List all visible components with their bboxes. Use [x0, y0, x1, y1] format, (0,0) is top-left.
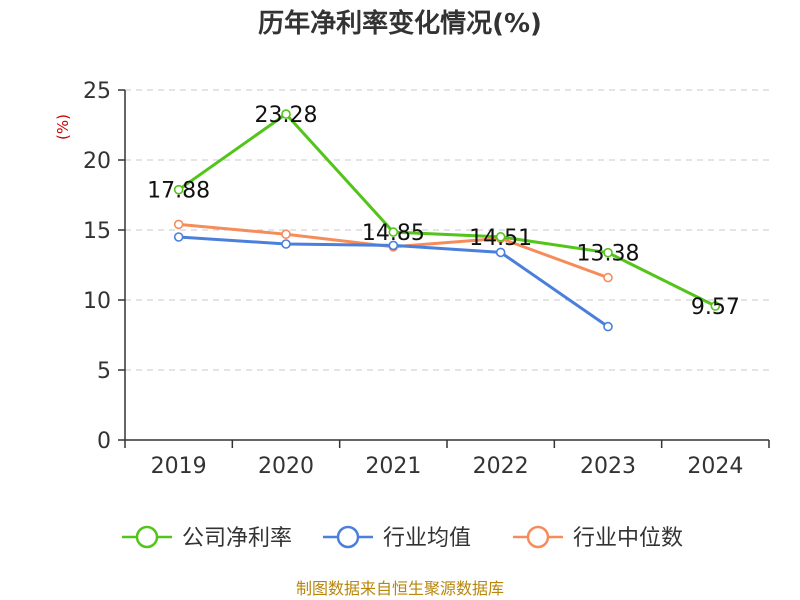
y-tick-label: 25	[83, 79, 111, 104]
data-label: 14.51	[469, 226, 532, 251]
x-tick-label: 2021	[365, 454, 421, 479]
x-tick-label: 2022	[473, 454, 529, 479]
data-label: 9.57	[691, 295, 740, 320]
series-0	[173, 109, 721, 311]
series-1-point	[495, 247, 506, 258]
x-tick-label: 2020	[258, 454, 314, 479]
series-0-line	[177, 112, 717, 308]
y-tick-label: 0	[97, 429, 111, 454]
y-axis-unit: (%)	[54, 114, 72, 140]
series-0-point	[173, 184, 184, 195]
y-tick-label: 10	[83, 289, 111, 314]
legend-item: 行业中位数	[513, 525, 683, 551]
series-0-point	[388, 227, 399, 237]
series-1	[173, 232, 613, 332]
series-2-point	[603, 272, 613, 283]
series-0-point	[710, 301, 721, 311]
legend-label: 行业均值	[383, 526, 471, 551]
legend-swatch-marker	[336, 525, 360, 549]
legend-item: 公司净利率	[122, 525, 292, 551]
data-label: 14.85	[362, 221, 425, 246]
data-labels: 17.88 23.28 14.85 14.51 13.38 9.57	[147, 103, 740, 320]
series-2-point	[173, 219, 184, 230]
legend-label: 行业中位数	[573, 526, 683, 551]
series-0-point	[495, 232, 506, 242]
x-tick-label: 2019	[151, 454, 207, 479]
chart-title: 历年净利率变化情况(%)	[258, 8, 542, 39]
series-1-point	[281, 239, 291, 249]
series-1-point	[603, 321, 613, 332]
series-lines	[173, 109, 721, 332]
data-label: 13.38	[577, 242, 640, 267]
grid-lines	[125, 89, 769, 371]
series-1-point	[388, 240, 399, 251]
source-note: 制图数据来自恒生聚源数据库	[296, 579, 504, 598]
data-label: 23.28	[255, 103, 318, 128]
axes: 0 5 10 15 20 25 2019 2020 2021 2022 2023 2024	[83, 79, 770, 479]
legend-swatch-marker	[135, 525, 159, 549]
x-tick-label: 2024	[687, 454, 743, 479]
legend-item: 行业均值	[323, 525, 471, 551]
x-tick-label: 2023	[580, 454, 636, 479]
data-label: 17.88	[147, 179, 210, 204]
legend-label: 公司净利率	[182, 526, 292, 551]
series-1-point	[173, 232, 184, 242]
legend-swatch-marker	[526, 525, 550, 549]
y-tick-label: 20	[83, 149, 111, 174]
legend: 公司净利率 行业均值 行业中位数	[122, 525, 683, 551]
y-tick-label: 5	[97, 359, 111, 384]
series-2-point	[281, 229, 291, 239]
series-0-point	[603, 247, 613, 258]
y-tick-label: 15	[83, 219, 111, 244]
series-0-point	[281, 109, 291, 119]
